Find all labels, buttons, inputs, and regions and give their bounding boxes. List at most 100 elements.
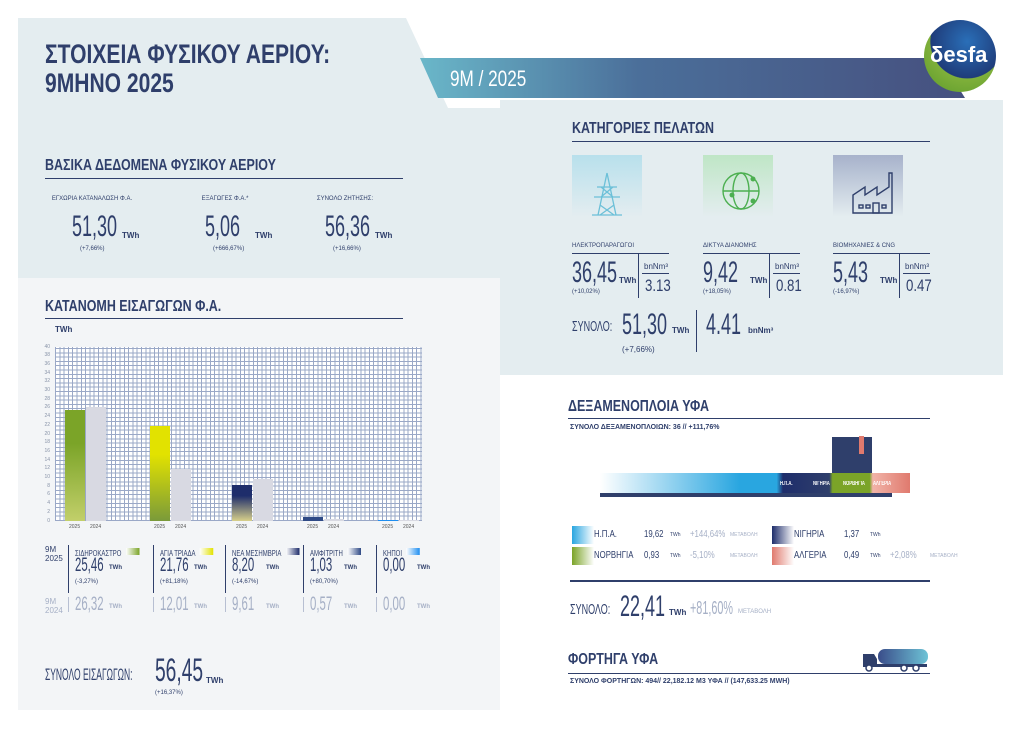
unit: TWh [417,604,430,610]
import-point: ΑΜΦΙΤΡΙΤΗ [310,543,361,561]
customer-label: ΒΙΟΜΗΧΑΝΙΕΣ & CNG [833,243,896,249]
divider [899,254,900,298]
source-value: 0,93 [644,550,660,561]
unit: TWh [619,276,637,285]
lng-subtitle: ΣΥΝΟΛΟ ΔΕΞΑΜΕΝΟΠΛΟΙΩΝ: 36 // +111,76% [570,424,720,431]
y-tick-label: 34 [44,369,50,376]
source-swatch [572,547,594,565]
change: (+16,37%) [155,690,183,696]
divider [303,597,304,612]
basic-value: 56,36 [325,210,371,243]
customer-value: 5,43 [833,256,869,289]
y-tick-label: 40 [44,343,50,350]
unit: TWh [669,608,687,617]
import-2024-value: 9,61 [232,594,255,615]
lng-total-label: ΣΥΝΟΛΟ: [570,601,611,618]
source-name: ΑΛΓΕΡΙΑ [794,550,827,561]
y-tick-label: 8 [47,482,50,489]
y-tick-label: 38 [44,352,50,359]
bnm-label: bnNm³ [775,262,800,271]
x-tick-label: 2025 [69,524,81,530]
import-point-name: ΣΙΔΗΡΟΚΑΣΤΡΟ [75,549,122,558]
y-tick-label: 12 [44,465,50,472]
y-tick-label: 36 [44,360,50,367]
divider [638,254,639,298]
change: (+80,70%) [310,579,338,585]
imports-total-label: ΣΥΝΟΛΟ ΕΙΣΑΓΩΓΩΝ: [45,665,133,684]
divider [773,273,800,274]
bar-2025 [65,410,85,521]
unit: TWh [206,676,224,685]
customer-value: 36,45 [572,256,618,289]
unit: TWh [194,604,207,610]
unit: TWh [375,231,393,240]
divider [225,545,226,593]
y-tick-label: 0 [47,517,50,524]
divider [68,545,69,593]
imports-chart [55,347,422,521]
import-point-name: ΑΓΙΑ ΤΡΙΑΔΑ [160,549,196,558]
change: (+18,05%) [703,289,731,295]
basic-label: ΣΥΝΟΛΟ ΖΗΤΗΣΗΣ: [316,196,374,202]
x-tick-label: 2024 [328,524,340,530]
import-point: ΝΕΑ ΜΕΣΗΜΒΡΙΑ [232,543,300,561]
unit: TWh [870,553,881,559]
import-2025-value: 0,00 [383,555,406,576]
source-value: 19,62 [644,529,664,540]
bar-2024 [324,518,344,521]
color-swatch [285,548,300,556]
y-tick-label: 4 [47,500,50,507]
bar-2025 [232,485,252,521]
source-value: 1,37 [844,529,860,540]
customer-label: ΔΙΚΤΥΑ ΔΙΑΝΟΜΗΣ [703,243,757,249]
bar-2025 [150,426,170,521]
y-tick-label: 32 [44,378,50,385]
unit: TWh [255,231,273,240]
source-name: Η.Π.Α. [594,529,617,540]
customers-total-label: ΣΥΝΟΛΟ: [572,318,613,335]
divider [572,141,930,142]
source-value: 0,49 [844,550,860,561]
divider [568,418,930,419]
change: (+666,67%) [213,246,245,252]
bar-2024 [253,479,273,521]
change: (+81,18%) [160,579,188,585]
y-axis-label: TWh [55,325,73,334]
bar-2025 [378,519,398,521]
ship-bridge [832,437,872,473]
basic-label: ΕΓΧΩΡΙΑ ΚΑΤΑΝΑΛΩΣΗ Φ.Α. [51,196,133,202]
power-tile [572,155,642,217]
bar-2025 [303,516,323,521]
trucks-subtitle: ΣΥΝΟΛΟ ΦΟΡΤΗΓΩΝ: 494// 22,182.12 M3 ΥΦΑ … [570,678,790,685]
unit: TWh [344,604,357,610]
y-tick-label: 16 [44,447,50,454]
divider [153,597,154,612]
unit: TWh [344,565,357,571]
unit: TWh [266,604,279,610]
import-2025-value: 25,46 [75,555,104,576]
unit: bnNm³ [748,326,774,335]
import-2024-value: 0,00 [383,594,406,615]
import-2025-value: 1,03 [310,555,333,576]
customers-total-bnm: 4.41 [706,308,742,341]
y-tick-label: 22 [44,421,50,428]
y-tick-label: 6 [47,491,50,498]
change-label: ΜΕΤΑΒΟΛΗ [930,553,958,559]
ship-label: ΝΙΓΗΡΙΑ [813,481,830,487]
y-tick-label: 24 [44,413,50,420]
color-swatch [347,548,361,556]
bnm-label: bnNm³ [644,262,669,271]
color-swatch [200,548,214,556]
lng-heading: ΔΕΞΑΜΕΝΟΠΛΟΙΑ ΥΦΑ [568,398,709,415]
divider [696,310,697,352]
y-tick-label: 18 [44,439,50,446]
divider [376,597,377,612]
source-change: +144,64% [690,529,726,540]
y-tick-label: 28 [44,395,50,402]
period-ribbon: 9M / 2025 [420,58,965,98]
divider [225,597,226,612]
import-point: ΑΓΙΑ ΤΡΙΑΔΑ [160,543,214,561]
divider [642,273,669,274]
import-2024-value: 0,57 [310,594,333,615]
truck-icon [863,649,928,672]
